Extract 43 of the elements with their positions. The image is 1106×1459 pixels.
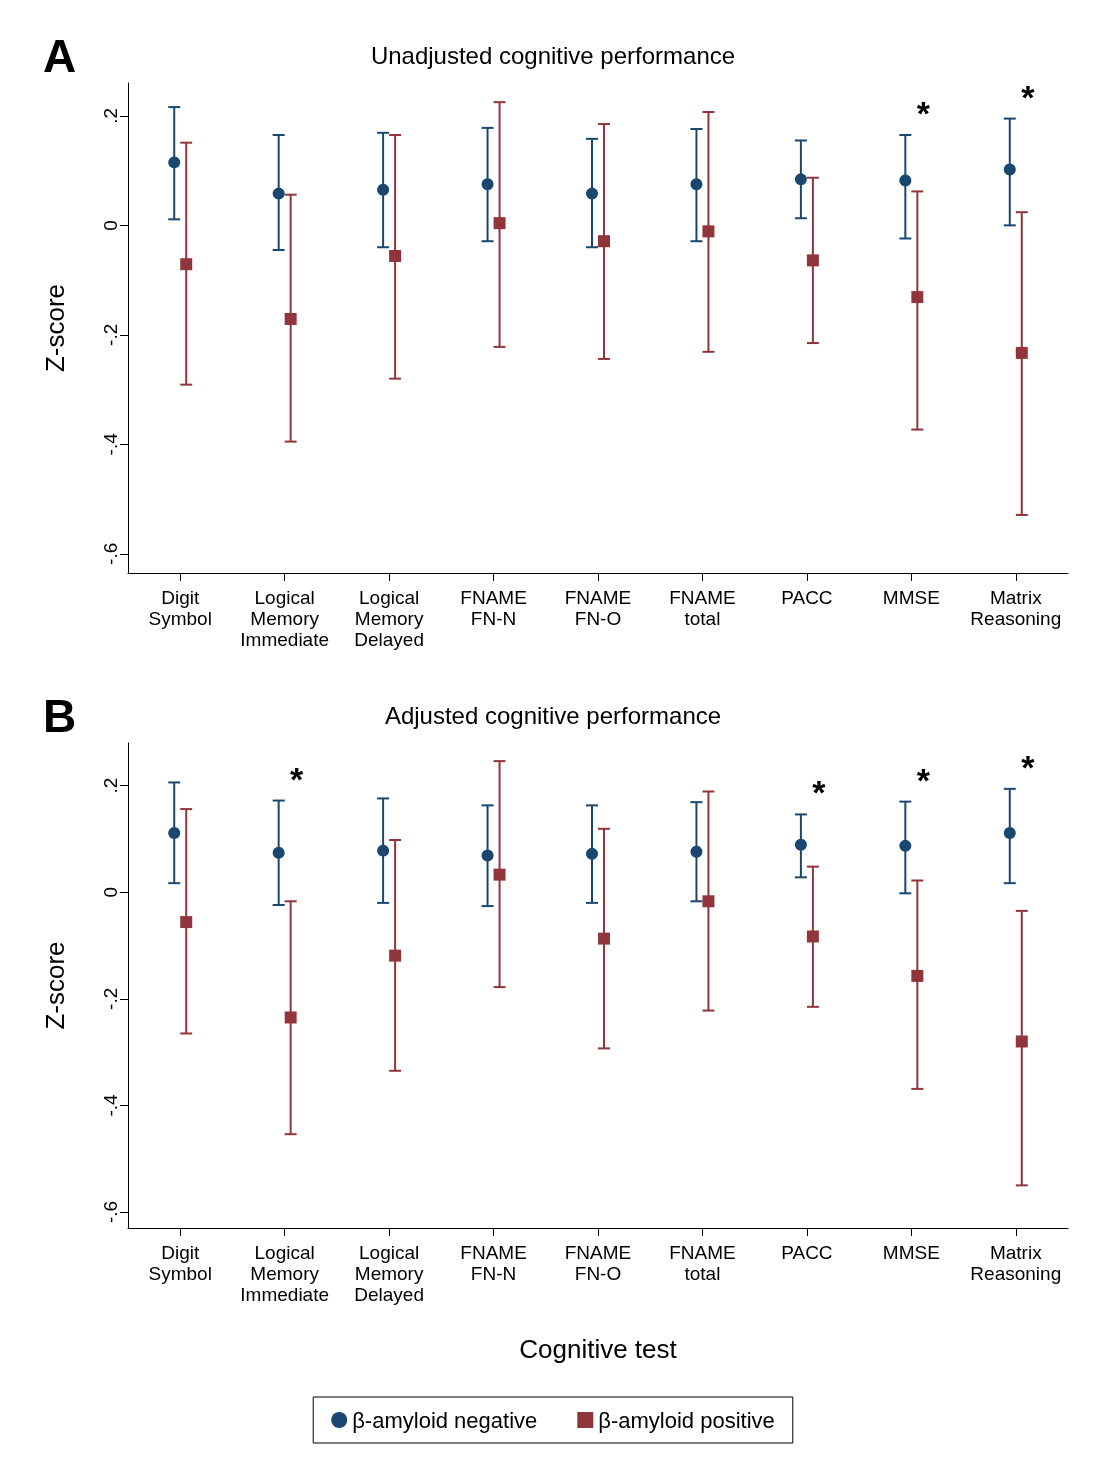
x-axis-title: Cognitive test: [519, 1334, 678, 1364]
x-tick-label: PACC: [781, 587, 833, 608]
y-tick-label: -.6: [100, 542, 121, 565]
x-tick-label: Digit Symbol: [148, 1242, 212, 1284]
x-tick-label: FNAME FN-O: [564, 587, 632, 629]
y-tick-label: -.4: [100, 432, 121, 456]
y-tick-label: .2: [100, 777, 121, 794]
legend-label: β-amyloid positive: [598, 1407, 775, 1433]
x-tick-label: FNAME FN-O: [564, 1242, 632, 1284]
x-tick-label: Matrix Reasoning: [970, 587, 1062, 629]
x-tick-label: MMSE: [882, 587, 940, 608]
x-tick-label: Logical Memory Immediate: [240, 1242, 330, 1305]
x-tick-label: FNAME total: [669, 1242, 736, 1284]
chart-title: Adjusted cognitive performance: [384, 701, 722, 729]
y-tick-label: -.4: [100, 1093, 121, 1117]
x-tick-label: Matrix Reasoning: [970, 1242, 1062, 1284]
data-label: *: [916, 760, 931, 799]
data-label: *: [916, 94, 931, 133]
y-axis-title: Z-score: [40, 941, 70, 1030]
x-tick-label: FNAME FN-N: [460, 1242, 527, 1284]
y-tick-label: .2: [100, 107, 121, 124]
y-tick-label: 0: [100, 886, 121, 898]
text: B: [43, 690, 77, 742]
x-tick-label: Digit Symbol: [148, 587, 212, 629]
text: A: [43, 30, 77, 82]
x-tick-label: FNAME total: [669, 587, 736, 629]
x-tick-label: Logical Memory Delayed: [354, 587, 424, 650]
y-tick-label: -.2: [100, 323, 121, 346]
x-tick-label: PACC: [781, 1242, 833, 1263]
x-tick-label: FNAME FN-N: [460, 587, 527, 629]
data-label: *: [1021, 747, 1036, 786]
data-label: *: [812, 773, 827, 812]
y-tick-label: 0: [100, 220, 121, 231]
y-tick-label: -.2: [100, 987, 121, 1010]
legend-label: β-amyloid negative: [352, 1407, 538, 1433]
data-label: *: [1021, 77, 1036, 116]
chart-title: Unadjusted cognitive performance: [370, 41, 736, 69]
x-tick-label: MMSE: [882, 1242, 940, 1263]
x-tick-label: Logical Memory Immediate: [240, 587, 330, 650]
x-tick-label: Logical Memory Delayed: [354, 1242, 424, 1305]
y-axis-title: Z-score: [40, 283, 70, 373]
data-label: *: [290, 759, 305, 798]
y-tick-label: -.6: [100, 1200, 121, 1224]
